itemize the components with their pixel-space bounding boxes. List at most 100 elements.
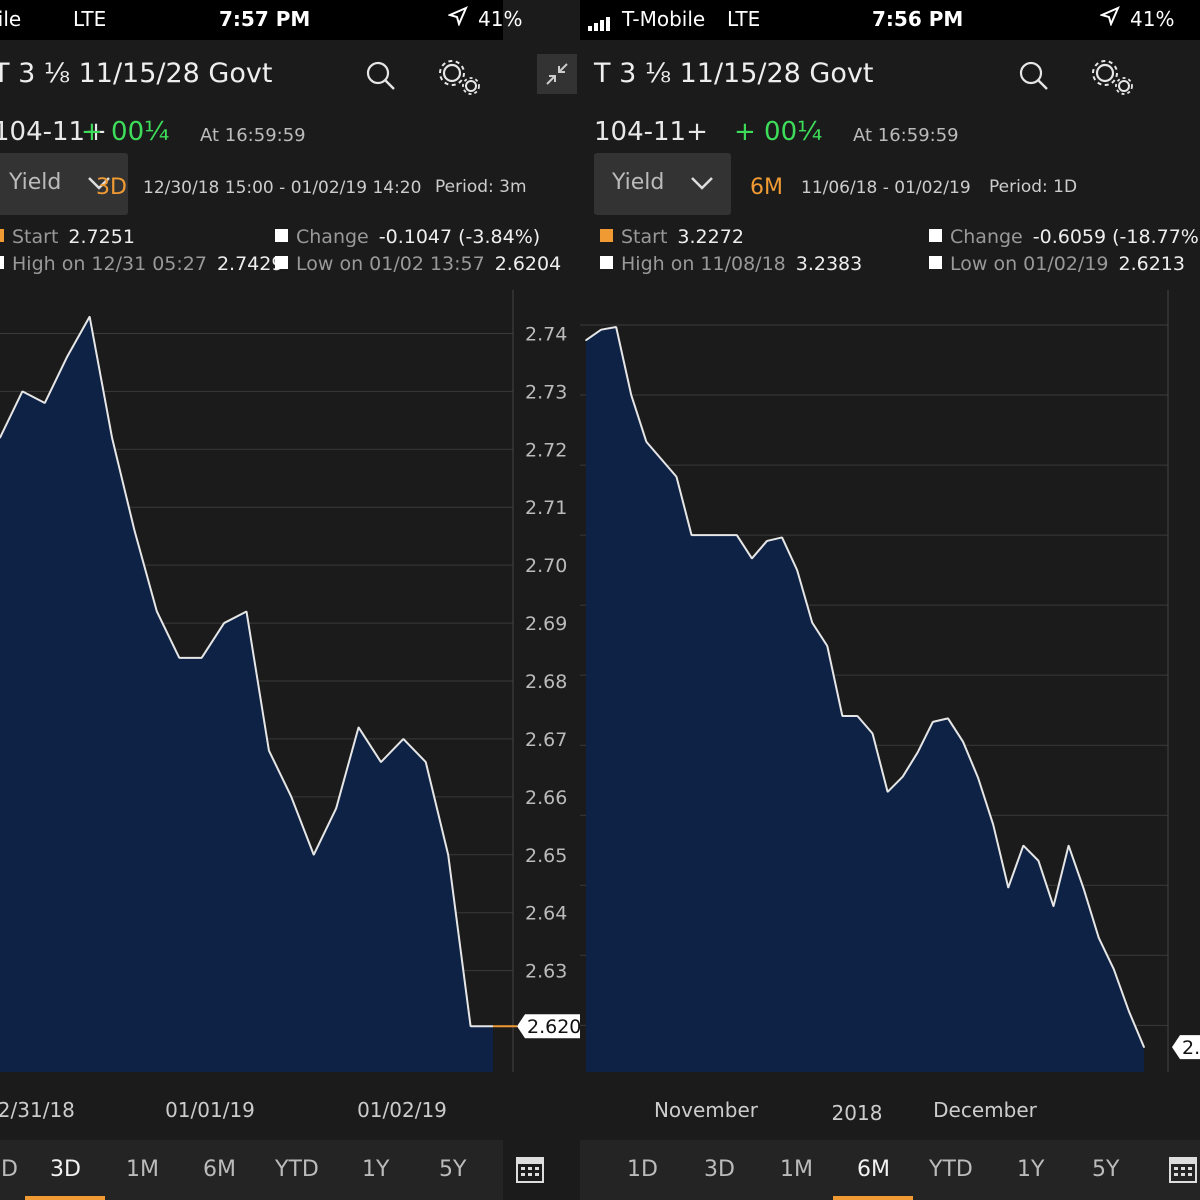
data-point <box>992 823 994 826</box>
price-label: 104-11+ <box>594 117 708 147</box>
data-point <box>660 458 663 461</box>
data-point <box>796 569 798 571</box>
series-line-segment <box>380 738 405 763</box>
tab-5y[interactable]: 5Y <box>439 1157 467 1182</box>
series-line-segment <box>766 536 783 542</box>
data-point <box>469 1025 472 1028</box>
tab-ytd[interactable]: YTD <box>275 1157 319 1182</box>
data-point <box>1143 1046 1145 1048</box>
data-point <box>600 328 602 331</box>
data-point <box>88 315 91 318</box>
field-dropdown[interactable]: Yield <box>594 153 731 215</box>
stat-start: Start 2.7251 <box>0 226 135 248</box>
data-point <box>585 339 587 341</box>
tab-6m[interactable]: 6M <box>203 1157 236 1182</box>
tab-1m[interactable]: 1M <box>126 1157 159 1182</box>
range-label: 3D <box>96 175 127 200</box>
series-line-segment <box>447 854 472 1027</box>
data-point <box>705 534 708 536</box>
location-icon <box>447 6 468 31</box>
data-point <box>841 715 844 717</box>
data-point <box>886 791 889 793</box>
data-point <box>0 436 1 439</box>
calendar-icon[interactable] <box>1168 1154 1198 1188</box>
tab-3d[interactable]: 3D <box>704 1157 735 1182</box>
tab-1d[interactable]: 1D <box>0 1157 18 1182</box>
search-icon[interactable] <box>365 60 397 96</box>
series-line-segment <box>962 741 980 779</box>
collapse-icon[interactable] <box>537 54 577 98</box>
tab-1m[interactable]: 1M <box>780 1157 813 1182</box>
data-point <box>901 775 904 778</box>
series-line-segment <box>1097 937 1115 970</box>
y-tick-label: 2.69 <box>525 613 567 635</box>
y-tick-label: 2.66 <box>525 787 567 809</box>
series-line-segment <box>630 394 648 443</box>
tab-6m[interactable]: 6M <box>857 1157 890 1182</box>
settings-gear-icon[interactable] <box>1089 57 1135 101</box>
battery-percent: 41% <box>478 7 523 31</box>
data-point <box>223 622 225 624</box>
security-title: T 3 ⅛ 11/15/28 Govt <box>0 58 273 89</box>
data-point <box>111 436 113 439</box>
search-icon[interactable] <box>1018 60 1050 96</box>
series-line-segment <box>424 761 450 856</box>
series-line-segment <box>901 751 919 778</box>
stat-high: High on 12/31 05:27 2.7429 <box>0 253 283 275</box>
series-line-segment <box>735 534 753 559</box>
calendar-icon[interactable] <box>515 1154 545 1188</box>
series-line-segment <box>402 738 427 763</box>
y-tick-label: 2.74 <box>525 323 567 345</box>
last-value-marker: 2.6204 <box>493 1014 590 1039</box>
series-line-segment <box>1127 1010 1145 1048</box>
y-tick-label: 2.65 <box>525 845 567 867</box>
series-line-segment <box>223 610 247 624</box>
data-point <box>1082 887 1085 890</box>
series-line-segment <box>312 808 338 856</box>
series-line-segment <box>600 326 617 331</box>
carrier-label: T-Mobile <box>0 7 22 31</box>
data-point <box>44 402 46 404</box>
tab-3d[interactable]: 3D <box>50 1157 81 1182</box>
range-tab-bar: 1D 3D 1M 6M YTD 1Y 5Y <box>0 1140 544 1200</box>
series-line-segment <box>21 390 46 404</box>
date-range: 11/06/18 - 01/02/19 <box>801 178 971 198</box>
data-point <box>156 610 158 613</box>
signal-icon <box>588 7 612 31</box>
y-tick-label: 2.72 <box>525 439 567 461</box>
data-point <box>1097 936 1100 939</box>
data-point <box>1067 844 1070 847</box>
location-icon <box>1099 6 1120 31</box>
series-line-segment <box>66 316 91 358</box>
tab-ytd[interactable]: YTD <box>929 1157 973 1182</box>
series-line-segment <box>645 441 663 460</box>
data-point <box>615 326 617 328</box>
tab-1d[interactable]: 1D <box>627 1157 658 1182</box>
x-tick-label: 01/02/19 <box>357 1098 447 1122</box>
stat-start: Start 3.2272 <box>600 226 744 248</box>
data-point <box>1128 1010 1130 1013</box>
period-label: Period: 3m <box>435 177 527 197</box>
active-tab-indicator <box>25 1196 105 1200</box>
tab-1y[interactable]: 1Y <box>1017 1157 1045 1182</box>
quote-time: At 16:59:59 <box>853 125 959 146</box>
series-line-segment <box>826 645 844 717</box>
battery-percent: 41% <box>1130 7 1175 31</box>
data-point <box>962 740 964 743</box>
stat-change: Change -0.6059 (-18.77%) <box>929 226 1200 248</box>
price-change: + 00¼ <box>734 117 823 147</box>
settings-gear-icon[interactable] <box>436 57 482 101</box>
field-dropdown[interactable]: Yield <box>0 153 128 215</box>
series-line-segment <box>675 476 693 536</box>
x-axis-year-label: 2018 <box>832 1101 883 1125</box>
series-line-segment <box>932 717 949 723</box>
series-line-segment <box>947 717 964 743</box>
tab-5y[interactable]: 5Y <box>1092 1157 1120 1182</box>
tab-1y[interactable]: 1Y <box>362 1157 390 1182</box>
data-point <box>690 534 693 536</box>
y-tick-label: 2.67 <box>525 729 567 751</box>
carrier-label: T-Mobile <box>622 7 706 31</box>
field-dropdown-label: Yield <box>612 170 665 195</box>
data-point <box>200 657 203 659</box>
range-label: 6M <box>750 175 783 200</box>
